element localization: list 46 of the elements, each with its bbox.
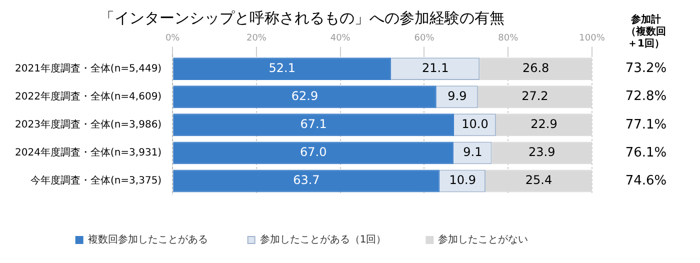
chart-title: 「インターンシップと呼称されるもの」への参加経験の有無 — [100, 8, 504, 27]
data-label: 26.8 — [522, 60, 550, 75]
data-label: 21.1 — [422, 60, 449, 75]
data-label: 9.1 — [463, 145, 482, 160]
x-tick-label: 100% — [579, 34, 606, 44]
data-label: 22.9 — [530, 117, 558, 132]
text: 76.1% — [625, 145, 667, 160]
bar — [173, 86, 436, 108]
bar — [173, 170, 440, 192]
bar — [173, 114, 454, 136]
bar — [496, 114, 592, 136]
text: 77.1% — [625, 117, 667, 132]
data-label: 10.9 — [449, 173, 476, 188]
data-label: 27.2 — [522, 88, 548, 103]
legend-label: 参加したことがある（1回） — [260, 234, 386, 246]
data-label: 67.0 — [300, 145, 327, 160]
data-label: 25.4 — [525, 173, 552, 188]
text: 参加計（複数回＋1回） — [626, 14, 666, 50]
text: 72.8% — [625, 89, 667, 104]
x-tick-label: 0% — [165, 34, 180, 44]
data-label: 10.0 — [462, 117, 488, 132]
bar — [173, 58, 392, 80]
data-label: 9.9 — [448, 88, 467, 103]
legend-label: 複数回参加したことがある — [88, 234, 208, 246]
x-tick-label: 20% — [246, 34, 267, 44]
y-tick-label: 2024年度調査・全体(n=3,931) — [14, 146, 162, 159]
x-tick-label: 40% — [330, 34, 351, 44]
y-tick-label: 2022年度調査・全体(n=4,609) — [14, 90, 162, 102]
data-label: 52.1 — [268, 60, 296, 75]
x-tick-label: 60% — [414, 34, 435, 44]
bar — [480, 58, 592, 80]
text: 74.6% — [625, 173, 667, 188]
data-label: 67.1 — [300, 117, 327, 132]
bar — [485, 170, 592, 192]
data-label: 62.9 — [291, 88, 318, 103]
y-tick-label: 今年度調査・全体(n=3,375) — [30, 174, 162, 187]
y-tick-label: 2023年度調査・全体(n=3,986) — [14, 118, 162, 130]
bar — [492, 142, 592, 164]
data-label: 23.9 — [528, 145, 556, 160]
y-tick-label: 2021年度調査・全体(n=5,449) — [14, 62, 162, 74]
text: 73.2% — [625, 61, 667, 76]
legend-label: 参加したことがない — [438, 234, 528, 246]
bar — [478, 86, 592, 108]
x-tick-label: 80% — [498, 34, 519, 44]
data-label: 63.7 — [293, 173, 320, 188]
bar — [173, 142, 454, 164]
